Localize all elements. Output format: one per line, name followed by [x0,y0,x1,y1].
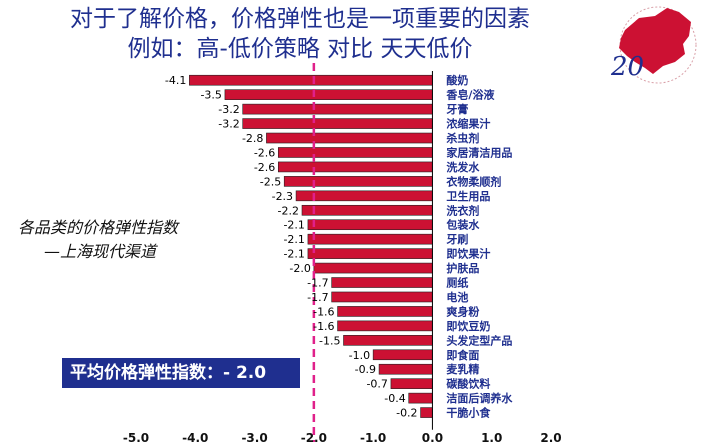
bar [307,219,433,231]
category-label: 电池 [446,290,468,304]
category-label: 牙刷 [446,233,468,246]
bar [277,147,433,158]
category-label: 厕纸 [446,276,468,290]
bar [343,335,433,346]
bar [331,291,433,303]
x-tick-label: -5.0 [123,431,149,445]
category-label: 浓缩果汁 [446,117,490,131]
bar [266,132,433,144]
x-tick-label: -2.0 [301,431,327,445]
subtitle-line-1: 各品类的价格弹性指数 [18,218,179,237]
bar [189,74,433,86]
chart-subtitle: 各品类的价格弹性指数 —上海现代渠道 [18,216,178,264]
bar [378,363,433,375]
category-label: 包装水 [445,218,480,232]
category-label: 干脆小食 [446,406,491,420]
bar [331,277,433,288]
category-label: 洗发水 [446,160,480,174]
data-label: -0.2 [396,407,417,420]
category-label: 洁面后调养水 [446,391,513,405]
data-label: -2.1 [283,248,304,261]
data-label: -2.8 [242,132,263,145]
average-elasticity-box: 平均价格弹性指数：- 2.0 [62,358,300,388]
category-label: 爽身粉 [446,304,479,318]
subtitle-line-2: —上海现代渠道 [44,242,157,261]
category-label: 香皂/浴液 [445,88,495,102]
bar [242,103,433,115]
data-label: -2.6 [254,146,275,159]
data-label: -1.7 [307,277,328,290]
category-label: 护肤品 [446,261,479,275]
bar [224,89,433,100]
china-map-icon [619,8,691,74]
bar [301,204,433,216]
category-label: 酸奶 [446,73,468,87]
category-label: 牙膏 [446,102,468,116]
x-tick-label: -3.0 [241,431,267,445]
chart-title-line-2: 例如：高-低价策略 对比 天天低价 [127,36,473,62]
data-label: -3.2 [218,103,239,116]
category-label: 即饮果汁 [446,247,490,261]
china-map-logo: 20 [610,6,697,84]
data-label: -0.9 [355,363,376,376]
bar [337,320,433,332]
category-label: 杀虫剂 [446,131,479,145]
data-label: -2.0 [289,262,310,275]
data-label: -1.5 [319,334,340,347]
category-label: 头发定型产品 [446,333,512,347]
bar [337,306,433,317]
data-label: -0.7 [366,378,387,391]
data-label: -2.5 [260,175,281,188]
x-tick-label: 1.0 [481,431,502,445]
data-label: -1.6 [313,305,334,318]
chart-title-line-1: 对于了解价格，价格弹性也是一项重要的因素 [70,6,530,32]
x-tick-label: -1.0 [360,431,386,445]
category-label: 家居清洁用品 [446,145,512,159]
x-tick-label: 2.0 [540,431,561,445]
logo-ring [619,6,697,84]
data-label: -2.2 [278,204,299,217]
category-label: 即饮豆奶 [446,319,490,333]
category-label: 卫生用品 [446,189,490,203]
bar [295,190,433,202]
data-label: -4.1 [165,74,186,87]
data-label: -2.1 [283,233,304,246]
bar [372,349,433,361]
data-label: -2.3 [272,190,293,203]
category-label: 衣物柔顺剂 [446,174,501,188]
bar [307,248,433,259]
data-label: -2.1 [283,219,304,232]
data-label: -3.5 [200,89,221,102]
bar [408,392,433,404]
data-label: -2.6 [254,161,275,174]
bar [277,161,433,173]
data-label: -3.2 [218,118,239,131]
category-label: 碳酸饮料 [446,377,490,391]
category-label: 即食面 [446,348,479,362]
data-label: -1.7 [307,291,328,304]
category-label: 麦乳精 [446,362,479,376]
data-label: -1.0 [349,349,370,362]
bar [420,407,433,418]
bar [390,378,433,389]
category-label: 洗衣剂 [446,203,479,217]
data-label: -0.4 [384,392,405,405]
bar [307,233,433,245]
bar [313,262,433,274]
bar [242,118,433,129]
data-label: -1.6 [313,320,334,333]
bar [283,176,433,187]
x-tick-label: -4.0 [182,431,208,445]
x-tick-label: 0.0 [422,431,443,445]
logo-number: 20 [610,52,644,82]
